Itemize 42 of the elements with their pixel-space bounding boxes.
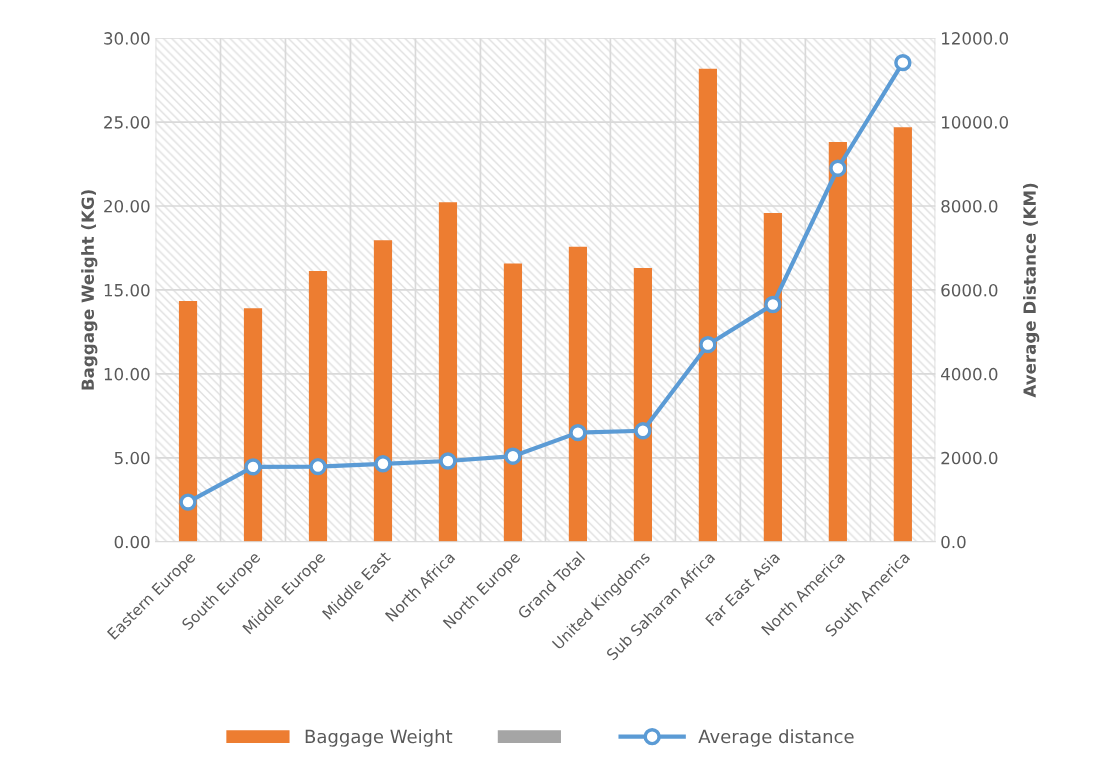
point [309, 457, 327, 476]
bar [893, 127, 912, 542]
point [179, 493, 197, 511]
y2-tick-label: 2000.0 [941, 451, 998, 465]
bar [828, 141, 847, 542]
bar [633, 268, 653, 542]
point [894, 53, 912, 72]
point [699, 335, 717, 354]
point [829, 159, 847, 177]
bar [243, 308, 263, 542]
bar [438, 202, 458, 542]
y-tick-label: 10.00 [104, 367, 150, 381]
point [439, 452, 457, 470]
y-tick-label: 5.00 [114, 451, 150, 465]
point [504, 447, 522, 465]
legend-label: Average distance [698, 729, 854, 747]
y2-tick-label: 0.0 [941, 535, 966, 549]
y-tick-label: 0.00 [114, 535, 150, 549]
bar [503, 263, 523, 542]
bar [763, 213, 782, 542]
y2-tick-label: 4000.0 [941, 367, 998, 381]
bar [178, 301, 198, 542]
y2-tick-label: 6000.0 [941, 283, 998, 297]
y-tick-label: 30.00 [104, 32, 150, 45]
y-axis-title: Baggage Weight (KG) [81, 190, 98, 390]
bar [308, 270, 328, 542]
y-tick-label: 25.00 [104, 116, 150, 129]
y-tick-label: 15.00 [104, 283, 150, 297]
y2-tick-label: 8000.0 [941, 199, 998, 213]
bar [698, 68, 717, 542]
y2-tick-label: 10000.0 [942, 116, 1009, 129]
point [634, 422, 652, 440]
point [244, 458, 262, 476]
bar [568, 246, 588, 542]
y2-tick-label: 12000.0 [942, 32, 1009, 45]
bar [373, 240, 393, 542]
legend-label: Baggage Weight [305, 729, 453, 747]
y2-axis-title: Average Distance (KM) [1023, 183, 1040, 398]
point [374, 455, 392, 473]
y-tick-label: 20.00 [104, 199, 150, 213]
point [764, 295, 782, 314]
point [569, 423, 587, 442]
